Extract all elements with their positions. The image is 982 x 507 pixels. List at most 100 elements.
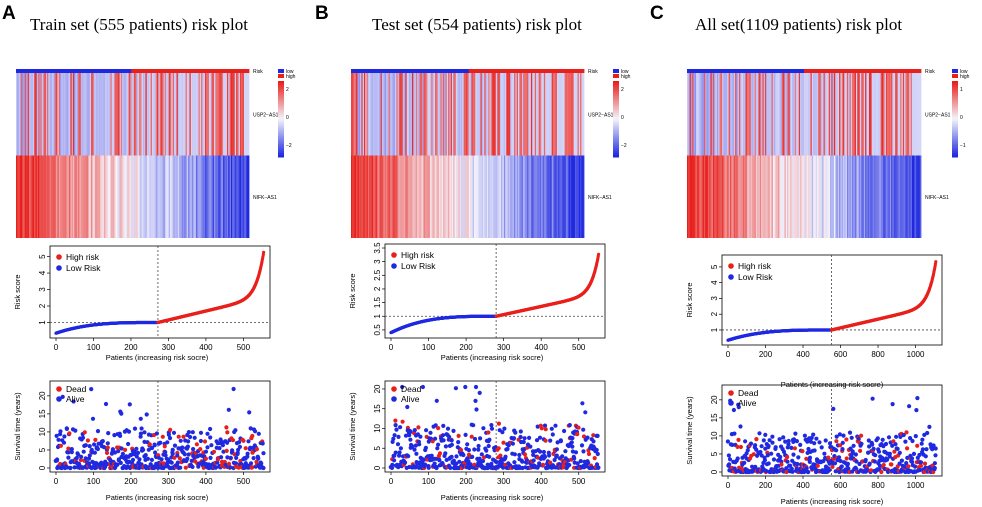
heatmap-cell-usp2: [485, 73, 488, 156]
heatmap-cell-usp2: [892, 73, 895, 156]
heatmap-cell-usp2: [745, 73, 748, 156]
heatmap-cell-nifk: [793, 155, 796, 238]
heatmap-cell-usp2: [733, 73, 736, 156]
alive-point: [753, 443, 758, 448]
heatmap-cell-usp2: [787, 73, 789, 156]
risk-bar-cell: [797, 69, 800, 73]
heatmap-cell-nifk: [529, 155, 532, 238]
heatmap-cell-nifk: [833, 155, 836, 238]
heatmap-cell-usp2: [98, 73, 101, 156]
heatmap-cell-usp2: [189, 73, 192, 156]
heatmap-cell-usp2: [97, 73, 100, 156]
y-tick-label: 5: [710, 264, 719, 269]
heatmap-cell-nifk: [356, 155, 358, 238]
heatmap-cell-nifk: [735, 155, 737, 238]
risk-bar-cell: [472, 69, 475, 73]
risk-bar-cell: [445, 69, 448, 73]
panel-c: C All set(1109 patients) risk plot RiskU…: [650, 3, 970, 506]
heatmap-cell-nifk: [184, 155, 186, 238]
heatmap-cell-usp2: [739, 73, 741, 156]
heatmap-cell-nifk: [233, 155, 236, 238]
heatmap-cell-usp2: [572, 73, 575, 156]
heatmap-cell-nifk: [352, 155, 354, 238]
alive-point: [205, 431, 210, 436]
risk-bar-cell: [462, 69, 465, 73]
risk-bar-cell: [479, 69, 481, 73]
alive-point: [550, 432, 555, 437]
heatmap-cell-usp2: [30, 73, 32, 156]
alive-point: [585, 435, 590, 440]
alive-point: [759, 444, 764, 449]
heatmap-cell-nifk: [392, 155, 395, 238]
risk-bar-cell: [61, 69, 63, 73]
colorbar-segment: [278, 101, 284, 105]
heatmap-cell-nifk: [835, 155, 837, 238]
colorbar-segment: [613, 100, 619, 103]
risk-bar-cell: [97, 69, 100, 73]
alive-point: [770, 434, 775, 439]
heatmap-cell-usp2: [858, 73, 861, 156]
heatmap-cell-nifk: [107, 155, 110, 238]
heatmap-cell-nifk: [199, 155, 202, 238]
risk-bar-cell: [160, 69, 163, 73]
legend-high-label: high: [621, 74, 631, 80]
heatmap-cell-usp2: [185, 73, 188, 156]
dead-point: [735, 444, 740, 449]
colorbar-segment: [952, 109, 958, 112]
risk-bar-cell: [852, 69, 854, 73]
heatmap-cell-nifk: [781, 155, 784, 238]
heatmap-cell-nifk: [60, 155, 62, 238]
heatmap-cell-nifk: [547, 155, 550, 238]
risk-bar-cell: [550, 69, 553, 73]
heatmap-cell-nifk: [422, 155, 424, 238]
heatmap-cell-nifk: [419, 155, 422, 238]
dead-point: [416, 425, 421, 430]
heatmap-cell-usp2: [802, 73, 805, 156]
alive-point: [518, 429, 523, 434]
y-tick-label: 1.5: [373, 296, 382, 308]
heatmap-cell-nifk: [550, 155, 553, 238]
heatmap-cell-nifk: [397, 155, 400, 238]
heatmap-cell-usp2: [898, 73, 901, 156]
heatmap-cell-nifk: [856, 155, 858, 238]
y-tick-label: 20: [38, 391, 47, 400]
risk-bar-cell: [856, 69, 858, 73]
risk-bar-cell: [787, 69, 789, 73]
risk-bar-cell: [98, 69, 101, 73]
heatmap-cell-usp2: [23, 73, 26, 156]
heatmap-cell-usp2: [832, 73, 835, 156]
colorbar-segment: [613, 107, 619, 110]
colorbar-segment: [613, 101, 619, 105]
heatmap-cell-nifk: [507, 155, 510, 238]
risk-bar-cell: [532, 69, 534, 73]
risk-bar-cell: [419, 69, 422, 73]
heatmap-cell-nifk: [406, 155, 409, 238]
colorbar-segment: [613, 92, 619, 95]
heatmap-cell-usp2: [373, 73, 375, 156]
risk-bar-cell: [832, 69, 835, 73]
heatmap-cell-usp2: [34, 73, 36, 156]
risk-bar-cell: [863, 69, 866, 73]
risk-bar-cell: [173, 69, 176, 73]
risk-bar-cell: [146, 69, 149, 73]
heatmap-cell-usp2: [419, 73, 422, 156]
heatmap-cell-usp2: [551, 73, 554, 156]
alive-point: [769, 451, 774, 456]
heatmap-cell-nifk: [733, 155, 736, 238]
risk-bar-cell: [50, 69, 53, 73]
colorbar-segment: [278, 100, 284, 103]
heatmap-cell-nifk: [787, 155, 789, 238]
heatmap-cell-usp2: [761, 73, 763, 156]
heatmap-cell-nifk: [353, 155, 356, 238]
legend-high-label: high: [960, 74, 970, 80]
risk-bar-cell: [138, 69, 141, 73]
heatmap-cell-usp2: [484, 73, 487, 156]
heatmap-cell-nifk: [389, 155, 392, 238]
heatmap-cell-usp2: [520, 73, 523, 156]
alive-point: [500, 430, 505, 435]
heatmap-cell-usp2: [171, 73, 174, 156]
heatmap-cell-usp2: [393, 73, 396, 156]
legend-high-risk-label: High risk: [738, 261, 772, 271]
dead-point: [785, 455, 790, 460]
